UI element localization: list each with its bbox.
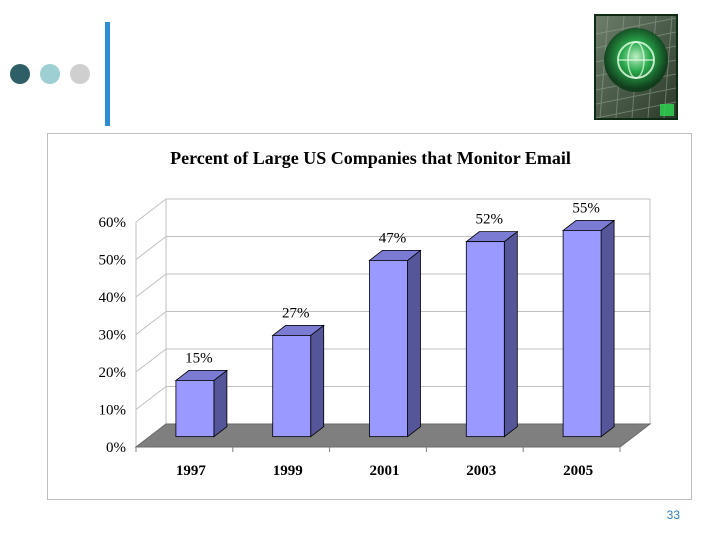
y-tick-label: 30% xyxy=(99,328,127,344)
bar-side xyxy=(310,324,325,438)
accent-bar xyxy=(105,22,110,126)
bar-1997 xyxy=(175,379,215,438)
bar-chart: 0% 10% 20% 30% 40% 50% 60% 15% 1997 27% 1999 47% 200… xyxy=(99,198,652,479)
y-tick-label: 40% xyxy=(99,290,127,306)
data-label: 52% xyxy=(476,212,504,228)
slide-number: 33 xyxy=(666,508,680,522)
bar-side xyxy=(600,219,615,438)
y-tick-label: 60% xyxy=(99,215,127,231)
data-label: 47% xyxy=(379,230,407,246)
globe-keyboard-icon xyxy=(594,14,678,120)
decor-dot-light xyxy=(40,64,60,84)
y-tick-label: 10% xyxy=(99,403,127,419)
y-tick-label: 50% xyxy=(99,253,127,269)
gridline-side xyxy=(135,386,167,410)
bar-side xyxy=(213,369,228,438)
chart-title: Percent of Large US Companies that Monit… xyxy=(170,148,571,168)
logo-svg xyxy=(594,14,678,120)
slide-decor-dots xyxy=(10,64,94,86)
x-tick-label: 2003 xyxy=(466,463,496,479)
chart-container: Percent of Large US Companies that Monit… xyxy=(47,133,692,500)
decor-dot-dark xyxy=(10,64,30,84)
gridline-side xyxy=(135,273,167,298)
data-label: 15% xyxy=(185,350,213,366)
decor-dot-gray xyxy=(70,64,90,84)
y-tick-label: 0% xyxy=(106,440,126,456)
bar-2003 xyxy=(465,241,505,438)
x-tick-label: 2001 xyxy=(370,463,400,479)
bar-2005 xyxy=(562,230,602,438)
data-label: 55% xyxy=(572,200,600,216)
x-tick-label: 1997 xyxy=(176,463,207,479)
data-label: 27% xyxy=(282,305,310,321)
y-tick-label: 20% xyxy=(99,365,127,381)
x-tick-label: 2005 xyxy=(563,463,593,479)
gridline-side xyxy=(135,236,167,260)
bar-side xyxy=(407,249,421,438)
bar-2001 xyxy=(369,260,408,438)
x-tick-label: 1999 xyxy=(273,463,303,479)
bar-side xyxy=(503,230,518,438)
gridline-side xyxy=(135,311,167,335)
gridline-side xyxy=(135,198,167,223)
bar-1999 xyxy=(272,334,312,438)
gridline-side xyxy=(135,348,167,373)
